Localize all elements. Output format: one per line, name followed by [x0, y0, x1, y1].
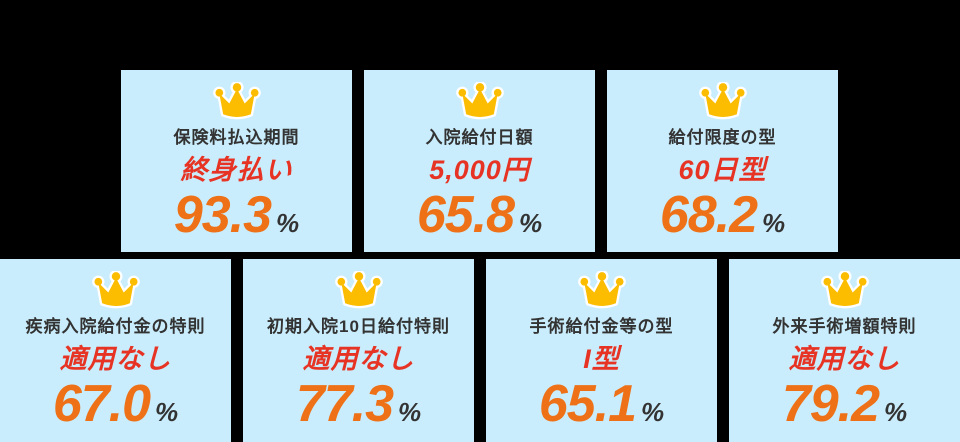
crown-icon [578, 271, 626, 311]
card-percentage: 65.1 % [539, 377, 664, 432]
crown-icon [335, 271, 383, 311]
percentage-number: 77.3 [295, 374, 394, 433]
percent-sign: % [641, 396, 665, 427]
card-category-label: 初期入院10日給付特則 [267, 317, 450, 336]
percentage-number: 93.3 [173, 185, 272, 244]
percentage-number: 68.2 [659, 185, 758, 244]
card-category-label: 手術給付金等の型 [529, 317, 674, 336]
card-percentage: 79.2 % [782, 377, 907, 432]
crown-icon [699, 82, 747, 122]
card-percentage: 68.2 % [660, 188, 785, 243]
percentage-number: 67.0 [52, 374, 151, 433]
crown-icon [92, 271, 140, 311]
card-top-choice-value: 5,000円 [429, 155, 530, 186]
ranking-card-premium-payment-period: 保険料払込期間 終身払い 93.3 % [121, 70, 352, 252]
percent-sign: % [398, 396, 422, 427]
card-percentage: 67.0 % [53, 377, 178, 432]
card-top-choice-value: 適用なし [59, 344, 172, 375]
ranking-row-top: 保険料払込期間 終身払い 93.3 % 入院給付日額 5,000円 65.8 %… [121, 70, 838, 252]
card-category-label: 保険料払込期間 [173, 128, 300, 147]
card-top-choice-value: I型 [583, 344, 620, 375]
card-percentage: 93.3 % [174, 188, 299, 243]
card-percentage: 65.8 % [417, 188, 542, 243]
percentage-number: 65.1 [538, 374, 637, 433]
card-percentage: 77.3 % [296, 377, 421, 432]
card-top-choice-value: 適用なし [788, 344, 901, 375]
card-top-choice-value: 60日型 [678, 155, 767, 186]
ranking-card-surgery-benefit-type: 手術給付金等の型 I型 65.1 % [486, 259, 717, 442]
percentage-number: 65.8 [416, 185, 515, 244]
crown-icon [213, 82, 261, 122]
card-category-label: 給付限度の型 [668, 128, 777, 147]
card-top-choice-value: 終身払い [180, 155, 293, 186]
ranking-card-benefit-limit-type: 給付限度の型 60日型 68.2 % [607, 70, 838, 252]
ranking-row-bottom: 疾病入院給付金の特則 適用なし 67.0 % 初期入院10日給付特則 適用なし … [0, 259, 960, 442]
percent-sign: % [519, 207, 543, 238]
ranking-card-outpatient-surgery-rider: 外来手術増額特則 適用なし 79.2 % [729, 259, 960, 442]
crown-icon [821, 271, 869, 311]
ranking-card-daily-hospital-benefit: 入院給付日額 5,000円 65.8 % [364, 70, 595, 252]
percent-sign: % [762, 207, 786, 238]
percentage-number: 79.2 [781, 374, 880, 433]
crown-icon [456, 82, 504, 122]
ranking-card-initial-hospitalization-rider: 初期入院10日給付特則 適用なし 77.3 % [243, 259, 474, 442]
card-category-label: 疾病入院給付金の特則 [25, 317, 206, 336]
ranking-card-sickness-hospitalization-rider: 疾病入院給付金の特則 適用なし 67.0 % [0, 259, 231, 442]
percent-sign: % [276, 207, 300, 238]
card-category-label: 外来手術増額特則 [772, 317, 917, 336]
percent-sign: % [884, 396, 908, 427]
card-top-choice-value: 適用なし [302, 344, 415, 375]
percent-sign: % [155, 396, 179, 427]
card-category-label: 入院給付日額 [425, 128, 534, 147]
